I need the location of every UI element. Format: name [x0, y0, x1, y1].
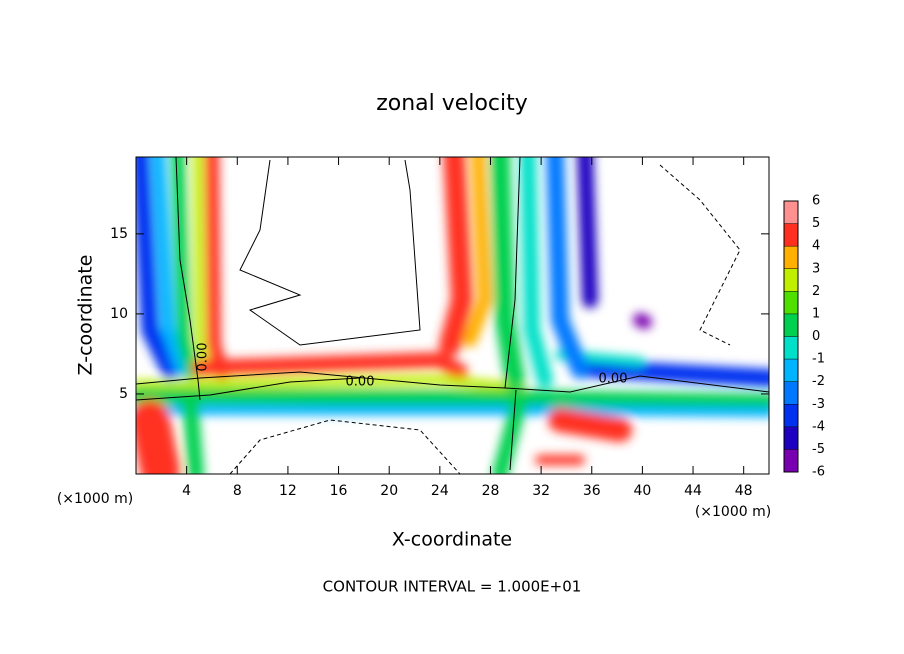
x-tick-label: 20 [380, 483, 398, 499]
x-tick-label: 8 [233, 483, 242, 499]
contour-label: 0.00 [346, 375, 375, 390]
x-axis-label: X-coordinate [392, 529, 512, 551]
colorbar-label: -4 [812, 419, 825, 434]
y-tick-label: 15 [110, 226, 128, 242]
field [136, 157, 769, 474]
y-unit: (×1000 m) [695, 504, 771, 520]
colorbar-label: -6 [812, 465, 825, 480]
colorbar-swatch [784, 313, 798, 337]
y-tick-label: 10 [110, 306, 128, 322]
plot-frame [135, 156, 770, 475]
colorbar-label: -1 [812, 352, 825, 367]
y-axis-label: Z-coordinate [75, 255, 97, 376]
colorbar-swatch [784, 268, 798, 292]
colorbar-swatch [784, 223, 798, 247]
colorbar-label: -3 [812, 397, 825, 412]
colorbar-swatch [784, 359, 798, 382]
colorbar-swatch [784, 201, 798, 224]
x-tick-label: 44 [684, 483, 702, 499]
colorbar-swatch [784, 449, 798, 472]
colorbar-label: 3 [812, 261, 820, 276]
y-tick-label: 5 [119, 386, 128, 402]
contour-label: 0.00 [196, 343, 211, 372]
footnote: CONTOUR INTERVAL = 1.000E+01 [323, 578, 582, 596]
x-tick-label: 40 [633, 483, 651, 499]
x-tick-label: 12 [279, 483, 297, 499]
colorbar-label: -2 [812, 374, 825, 389]
x-tick-label: 4 [182, 483, 191, 499]
colorbar-label: 4 [812, 239, 820, 254]
contour-label: 0.00 [599, 372, 628, 387]
colorbar-label: -5 [812, 442, 825, 457]
colorbar-label: 5 [812, 216, 820, 231]
colorbar-label: 1 [812, 306, 820, 321]
x-tick-label: 36 [583, 483, 601, 499]
x-unit: (×1000 m) [57, 491, 133, 507]
x-tick-label: 24 [431, 483, 449, 499]
x-tick-label: 32 [532, 483, 550, 499]
x-tick-label: 16 [330, 483, 348, 499]
colorbar-label: 6 [812, 194, 820, 209]
colorbar-label: 2 [812, 284, 820, 299]
colorbar-label: 0 [812, 329, 820, 344]
x-tick-label: 48 [735, 483, 753, 499]
colorbar-swatch [784, 291, 798, 314]
chart-title: zonal velocity [376, 91, 528, 116]
colorbar-swatch [784, 381, 798, 405]
x-tick-label: 28 [482, 483, 500, 499]
colorbar-swatch [784, 246, 798, 269]
colorbar-swatch [784, 336, 798, 360]
colorbar-swatch [784, 404, 798, 427]
colorbar-swatch [784, 426, 798, 450]
